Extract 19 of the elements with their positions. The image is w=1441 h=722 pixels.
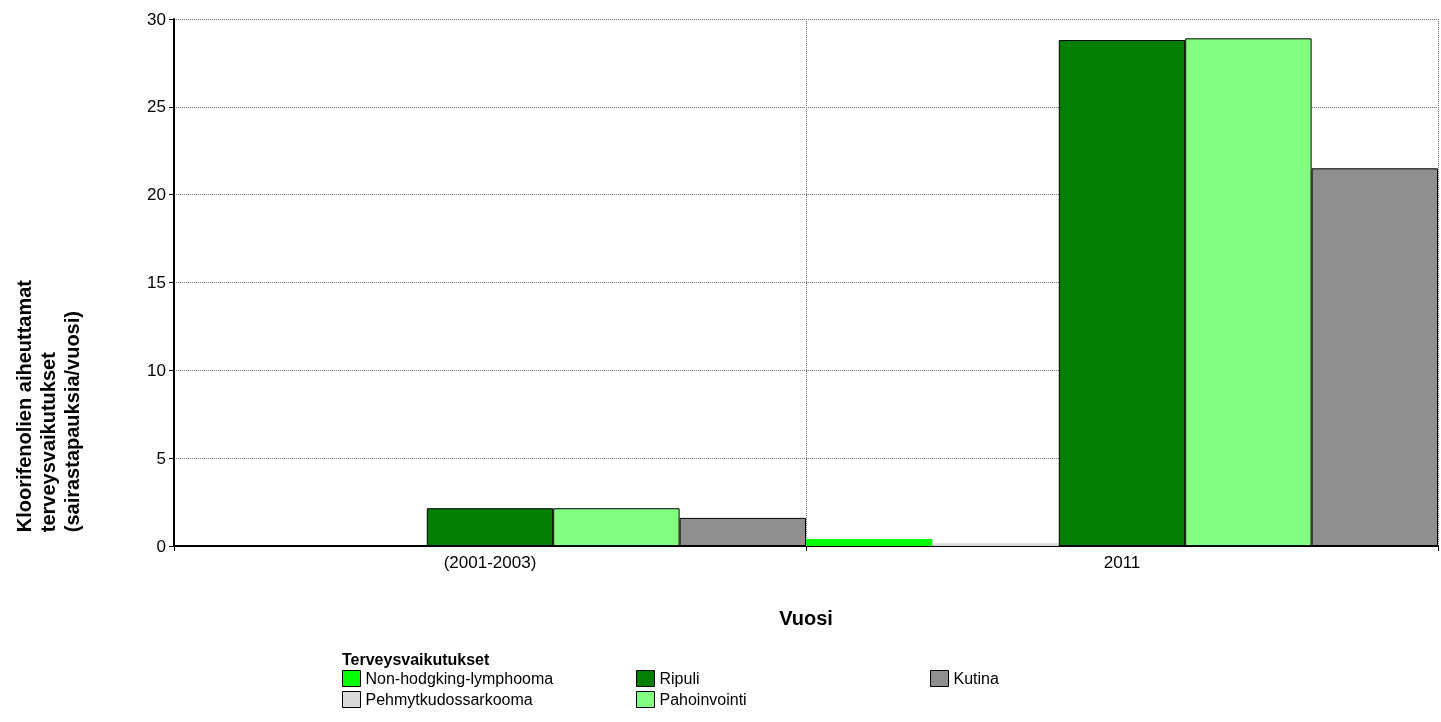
- x-tick-label: (2001-2003): [443, 553, 537, 572]
- y-tick-label: 0: [156, 536, 166, 556]
- y-tick-label: 25: [147, 97, 166, 117]
- x-axis-title: Vuosi: [779, 607, 833, 629]
- legend-label: Ripuli: [659, 670, 700, 687]
- y-tick-label: 15: [147, 273, 166, 292]
- legend-title: Terveysvaikutukset: [342, 650, 491, 668]
- bar: [806, 538, 933, 546]
- legend-label: Kutina: [953, 670, 999, 687]
- legend-label: Pahoinvointi: [659, 691, 747, 708]
- bar: [932, 543, 1059, 546]
- y-tick-label: 5: [156, 448, 166, 468]
- legend-label: Non-hodgking-lymphooma: [365, 670, 554, 687]
- y-tick-label: 10: [147, 360, 166, 380]
- legend-label: Pehmytkudossarkooma: [365, 691, 533, 708]
- y-tick-label: 20: [147, 185, 166, 205]
- y-axis-title: Kloorifenolien aiheuttamat terveysvaikutukset (sairastapauksia/vuosi): [13, 279, 83, 533]
- x-tick-label: 2011: [1103, 553, 1141, 572]
- y-tick-label: 30: [147, 9, 166, 29]
